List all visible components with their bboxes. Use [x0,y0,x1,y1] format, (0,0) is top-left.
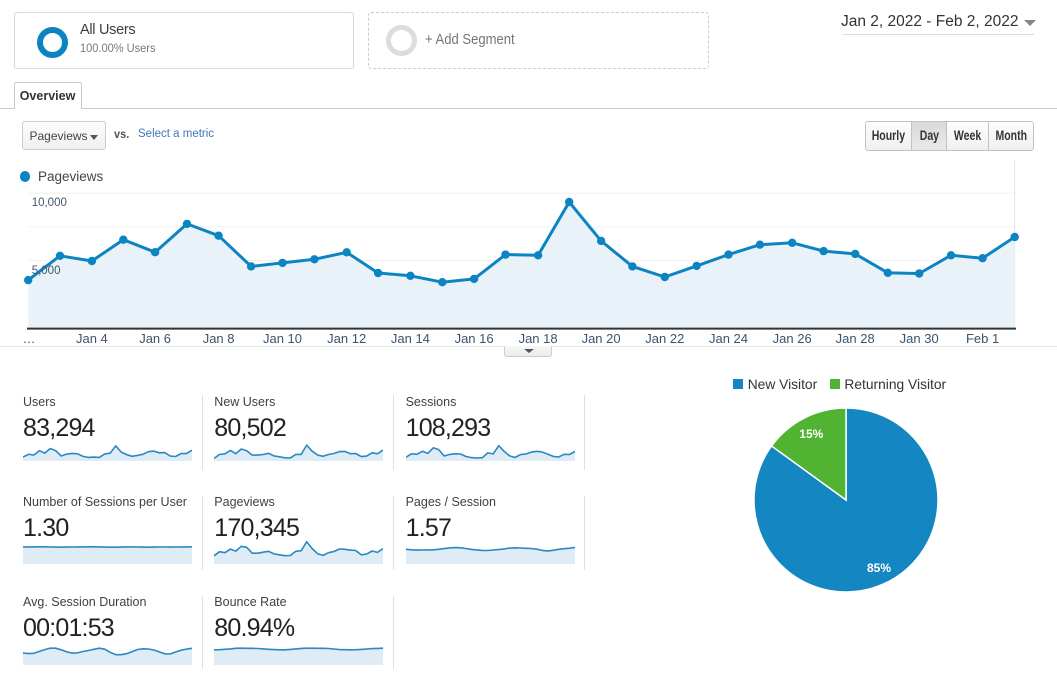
svg-text:…: … [23,331,36,346]
svg-text:Jan 14: Jan 14 [391,331,430,346]
svg-text:Jan 6: Jan 6 [139,331,171,346]
svg-text:85%: 85% [867,561,891,575]
svg-text:Jan 26: Jan 26 [773,331,812,346]
svg-text:Jan 8: Jan 8 [203,331,235,346]
svg-text:Jan 16: Jan 16 [455,331,494,346]
svg-text:15%: 15% [799,427,823,441]
svg-text:Jan 20: Jan 20 [582,331,621,346]
svg-text:Jan 10: Jan 10 [263,331,302,346]
svg-text:Jan 24: Jan 24 [709,331,748,346]
svg-text:Jan 18: Jan 18 [519,331,558,346]
svg-text:Jan 22: Jan 22 [645,331,684,346]
svg-text:Jan 12: Jan 12 [327,331,366,346]
svg-text:5,000: 5,000 [32,265,61,277]
svg-text:Jan 28: Jan 28 [836,331,875,346]
svg-text:Jan 4: Jan 4 [76,331,108,346]
svg-text:Jan 30: Jan 30 [900,331,939,346]
svg-text:10,000: 10,000 [32,197,67,209]
svg-text:Feb 1: Feb 1 [966,331,999,346]
